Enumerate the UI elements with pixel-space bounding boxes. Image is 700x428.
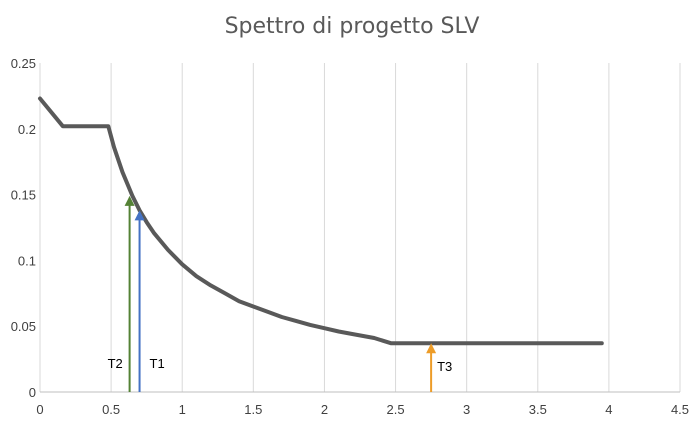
x-tick-label: 4.5 [671,402,689,417]
x-tick-label: 2.5 [387,402,405,417]
period-label: T1 [150,356,165,371]
period-arrow-head [134,210,145,221]
y-tick-label: 0.05 [11,319,36,334]
y-tick-label: 0.2 [18,122,36,137]
x-tick-label: 2 [321,402,328,417]
spectrum-line [38,96,604,346]
x-tick-label: 4 [605,402,612,417]
x-tick-label: 1 [179,402,186,417]
series-layer [38,96,604,346]
annotations: T2 T1 T3 [108,195,452,392]
y-tick-label: 0.25 [11,56,36,71]
period-label: T2 [108,356,123,371]
x-tick-label: 3 [463,402,470,417]
y-tick-label: 0.1 [18,253,36,268]
chart-title: Spettro di progetto SLV [225,14,480,39]
grid-lines [39,63,681,392]
period-arrow-head [124,195,135,206]
x-tick-label: 3.5 [529,402,547,417]
y-tick-label: 0 [29,385,36,400]
axes: 0 0.5 1 1.5 2 2.5 3 3.5 4 4.5 0 0.05 0.1 0.15 0.2 0.25 [11,56,689,417]
x-tick-label: 1.5 [244,402,262,417]
y-tick-label: 0.15 [11,188,36,203]
period-arrow-head [426,343,437,354]
x-tick-label: 0 [36,402,43,417]
period-label: T3 [437,359,452,374]
x-tick-label: 0.5 [102,402,120,417]
